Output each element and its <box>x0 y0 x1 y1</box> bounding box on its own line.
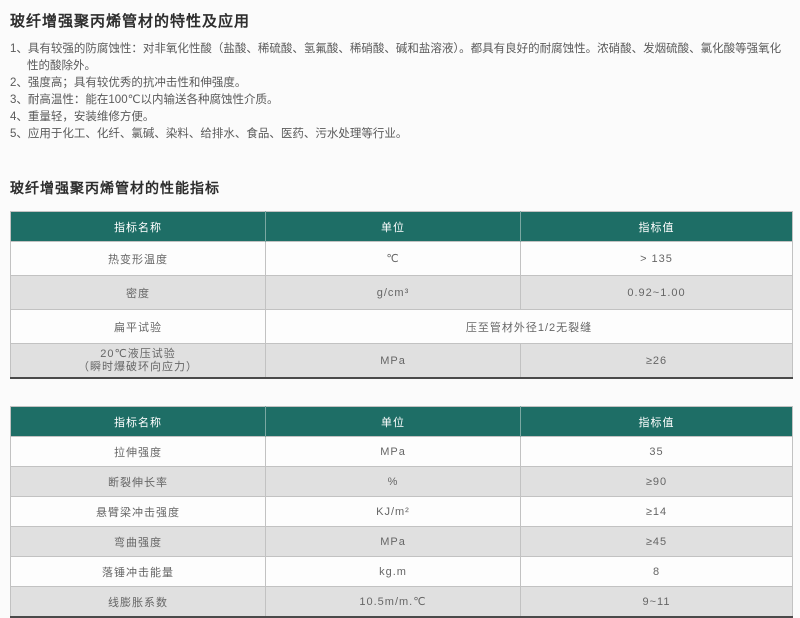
feature-number: 3、 <box>10 94 28 106</box>
cell-value: ≥26 <box>520 343 793 379</box>
cell-indicator: 悬臂梁冲击强度 <box>10 496 266 527</box>
cell-unit: KJ/m² <box>265 496 521 527</box>
cell-unit: kg.m <box>265 556 521 587</box>
cell-value: 9~11 <box>520 586 793 618</box>
table-row: 断裂伸长率 % ≥90 <box>10 466 793 497</box>
feature-item-3: 3、耐高温性：能在100℃以内输送各种腐蚀性介质。 <box>10 92 792 109</box>
header-cell-value: 指标值 <box>520 406 793 437</box>
table-header-row: 指标名称 单位 指标值 <box>10 211 793 242</box>
cell-indicator: 落锤冲击能量 <box>10 556 266 587</box>
cell-indicator: 线膨胀系数 <box>10 586 266 618</box>
cell-unit: MPa <box>265 526 521 557</box>
cell-value: > 135 <box>520 241 793 276</box>
cell-value: 0.92~1.00 <box>520 275 793 310</box>
header-cell-value: 指标值 <box>520 211 793 242</box>
cell-unit: % <box>265 466 521 497</box>
table-gap <box>10 379 790 406</box>
feature-number: 2、 <box>10 77 28 89</box>
cell-value: ≥45 <box>520 526 793 557</box>
feature-text: 应用于化工、化纤、氯碱、染料、给排水、食品、医药、污水处理等行业。 <box>27 128 408 140</box>
cell-indicator-line1: 20℃液压试验 <box>100 347 176 360</box>
table-row: 拉伸强度 MPa 35 <box>10 436 793 467</box>
cell-indicator: 扁平试验 <box>10 309 266 344</box>
performance-table-2: 指标名称 单位 指标值 拉伸强度 MPa 35 断裂伸长率 % ≥90 悬臂梁冲… <box>10 406 793 618</box>
table-row: 密度 g/cm³ 0.92~1.00 <box>10 275 793 310</box>
cell-indicator: 热变形温度 <box>10 241 266 276</box>
table-header-row: 指标名称 单位 指标值 <box>10 406 793 437</box>
feature-number: 5、 <box>10 128 28 140</box>
table-row: 悬臂梁冲击强度 KJ/m² ≥14 <box>10 496 793 527</box>
table-row: 线膨胀系数 10.5m/m.℃ 9~11 <box>10 586 793 618</box>
feature-number: 4、 <box>10 111 28 123</box>
performance-section-title: 玻纤增强聚丙烯管材的性能指标 <box>10 180 220 196</box>
feature-item-4: 4、重量轻，安装维修方便。 <box>10 109 792 126</box>
cell-unit: 10.5m/m.℃ <box>265 586 521 618</box>
cell-unit: ℃ <box>265 241 521 276</box>
cell-value: 35 <box>520 436 793 467</box>
cell-indicator: 20℃液压试验 （瞬时爆破环向应力） <box>10 343 266 379</box>
page-title: 玻纤增强聚丙烯管材的特性及应用 <box>10 13 251 30</box>
performance-table-1: 指标名称 单位 指标值 热变形温度 ℃ > 135 密度 g/cm³ 0.92~… <box>10 211 793 379</box>
cell-indicator: 弯曲强度 <box>10 526 266 557</box>
cell-unit: MPa <box>265 343 521 379</box>
cell-indicator-line2: （瞬时爆破环向应力） <box>78 360 198 373</box>
cell-value: ≥14 <box>520 496 793 527</box>
cell-unit: MPa <box>265 436 521 467</box>
cell-span-value: 压至管材外径1/2无裂缝 <box>265 309 793 344</box>
table-row: 弯曲强度 MPa ≥45 <box>10 526 793 557</box>
cell-indicator: 密度 <box>10 275 266 310</box>
feature-text: 强度高；具有较优秀的抗冲击性和伸强度。 <box>27 77 247 89</box>
feature-text: 重量轻，安装维修方便。 <box>27 111 155 123</box>
header-cell-unit: 单位 <box>265 406 521 437</box>
feature-item-2: 2、强度高；具有较优秀的抗冲击性和伸强度。 <box>10 75 792 92</box>
header-cell-unit: 单位 <box>265 211 521 242</box>
cell-unit: g/cm³ <box>265 275 521 310</box>
cell-indicator: 断裂伸长率 <box>10 466 266 497</box>
header-cell-name: 指标名称 <box>10 211 266 242</box>
header-cell-name: 指标名称 <box>10 406 266 437</box>
cell-value: 8 <box>520 556 793 587</box>
feature-text: 耐高温性：能在100℃以内输送各种腐蚀性介质。 <box>27 94 279 106</box>
feature-number: 1、 <box>10 43 28 55</box>
feature-item-1: 1、具有较强的防腐蚀性：对非氧化性酸（盐酸、稀硫酸、氢氟酸、稀硝酸、碱和盐溶液）… <box>10 41 792 75</box>
feature-text: 具有较强的防腐蚀性：对非氧化性酸（盐酸、稀硫酸、氢氟酸、稀硝酸、碱和盐溶液）。都… <box>27 43 782 72</box>
table-row: 落锤冲击能量 kg.m 8 <box>10 556 793 587</box>
table-row: 扁平试验 压至管材外径1/2无裂缝 <box>10 309 793 344</box>
cell-indicator: 拉伸强度 <box>10 436 266 467</box>
table-row: 20℃液压试验 （瞬时爆破环向应力） MPa ≥26 <box>10 343 793 379</box>
feature-list: 1、具有较强的防腐蚀性：对非氧化性酸（盐酸、稀硫酸、氢氟酸、稀硝酸、碱和盐溶液）… <box>10 41 792 143</box>
cell-value: ≥90 <box>520 466 793 497</box>
table-row: 热变形温度 ℃ > 135 <box>10 241 793 276</box>
feature-item-5: 5、应用于化工、化纤、氯碱、染料、给排水、食品、医药、污水处理等行业。 <box>10 126 792 143</box>
